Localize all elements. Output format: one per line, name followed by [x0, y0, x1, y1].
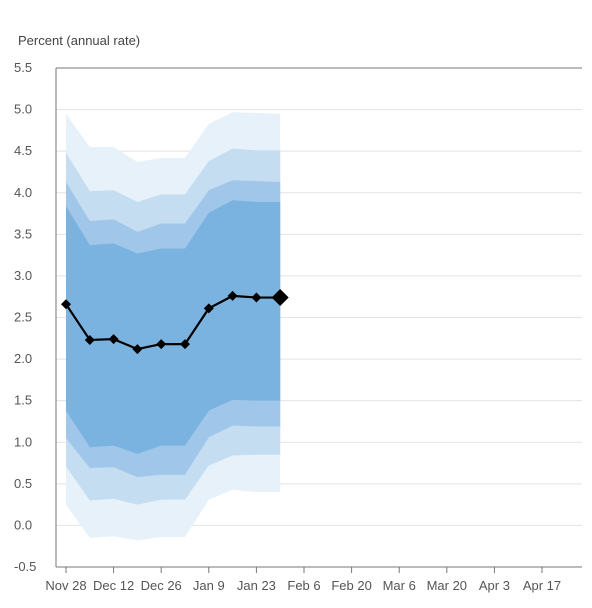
estimate-marker	[227, 290, 238, 301]
y-tick-label: 4.0	[14, 185, 32, 200]
y-axis-label: Percent (annual rate)	[18, 33, 140, 48]
x-tick-label: Feb 20	[331, 578, 371, 593]
x-tick-label: Jan 23	[237, 578, 276, 593]
estimate-marker	[108, 334, 119, 345]
y-tick-label: 5.0	[14, 102, 32, 117]
confidence-bands	[66, 112, 281, 541]
x-tick-label: Apr 3	[479, 578, 510, 593]
estimate-marker	[251, 292, 262, 303]
y-tick-label: 2.5	[14, 310, 32, 325]
latest-estimate-marker	[271, 289, 289, 307]
estimate-marker	[132, 344, 143, 355]
x-tick-label: Mar 20	[427, 578, 467, 593]
y-tick-label: 1.5	[14, 393, 32, 408]
x-tick-label: Jan 9	[193, 578, 225, 593]
x-tick-label: Nov 28	[45, 578, 86, 593]
point-estimate-series	[61, 289, 289, 355]
x-tick-label: Mar 6	[383, 578, 416, 593]
y-tick-label: 1.0	[14, 434, 32, 449]
estimate-marker	[61, 299, 71, 310]
x-tick-label: Dec 12	[93, 578, 134, 593]
estimate-marker	[203, 303, 214, 314]
x-tick-label: Feb 6	[287, 578, 320, 593]
estimate-marker	[84, 334, 95, 345]
estimate-marker	[180, 339, 190, 350]
y-tick-label: 5.5	[14, 60, 32, 75]
x-tick-label: Dec 26	[141, 578, 182, 593]
x-tick-labels: Nov 28 Dec 12 Dec 26 Jan 9 Jan 23 Feb 6 Feb 20…	[45, 567, 561, 593]
y-tick-label: -0.5	[14, 559, 36, 574]
estimate-marker	[156, 339, 167, 350]
y-tick-label: 2.0	[14, 351, 32, 366]
y-tick-label: 0.0	[14, 517, 32, 532]
y-tick-label: 0.5	[14, 476, 32, 491]
y-tick-labels: 5.5 5.0 4.5 4.0 3.5 3.0 2.5 2.0 1.5 1.0 0.5 0.0 -0.5	[14, 60, 36, 574]
y-tick-label: 4.5	[14, 143, 32, 158]
y-tick-label: 3.0	[14, 268, 32, 283]
confidence-band-4	[66, 200, 281, 454]
x-tick-label: Apr 17	[523, 578, 561, 593]
point-estimate-line	[65, 294, 281, 351]
y-tick-label: 3.5	[14, 226, 32, 241]
